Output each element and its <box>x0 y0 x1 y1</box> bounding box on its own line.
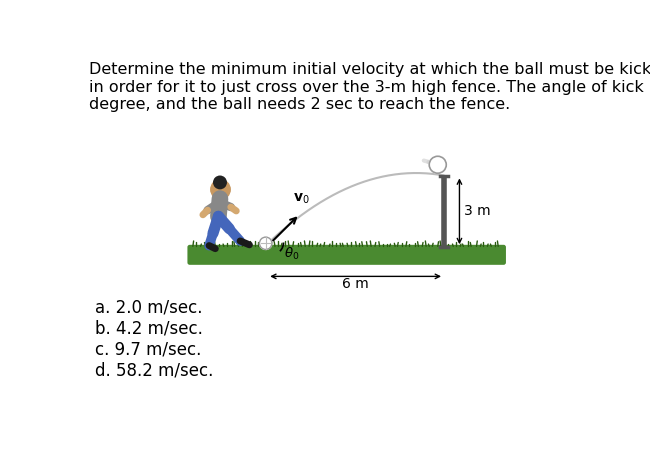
Text: Determine the minimum initial velocity at which the ball must be kicked
in order: Determine the minimum initial velocity a… <box>89 62 650 112</box>
Circle shape <box>259 237 272 249</box>
Text: a. 2.0 m/sec.: a. 2.0 m/sec. <box>95 299 203 317</box>
Text: 6 m: 6 m <box>343 277 369 291</box>
Text: d. 58.2 m/sec.: d. 58.2 m/sec. <box>95 361 214 379</box>
Text: v$_0$: v$_0$ <box>293 192 310 206</box>
Text: $\theta_0$: $\theta_0$ <box>283 246 299 263</box>
Circle shape <box>429 156 447 173</box>
Circle shape <box>213 176 227 190</box>
Text: b. 4.2 m/sec.: b. 4.2 m/sec. <box>95 320 203 337</box>
Text: 3 m: 3 m <box>464 205 491 218</box>
Circle shape <box>211 179 229 196</box>
FancyBboxPatch shape <box>187 245 506 265</box>
Text: c. 9.7 m/sec.: c. 9.7 m/sec. <box>95 340 202 358</box>
